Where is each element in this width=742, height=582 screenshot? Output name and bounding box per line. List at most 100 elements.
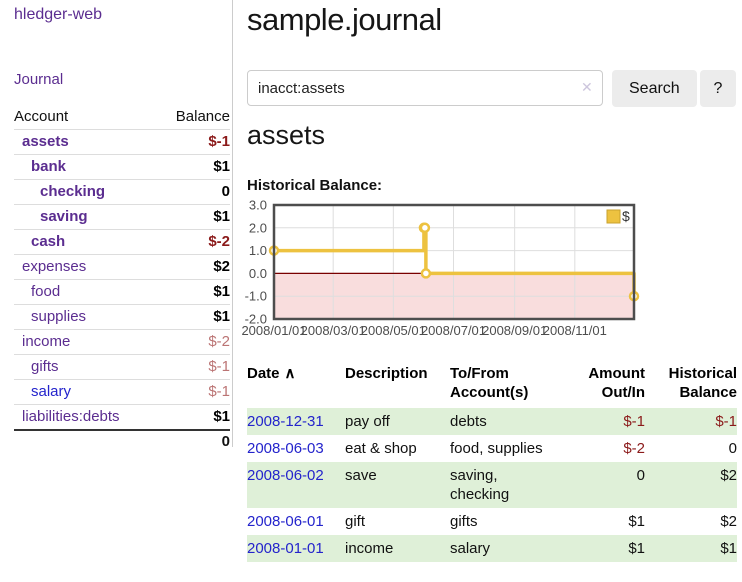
historical-balance-chart: $3.0 2.0 1.0 0.0 -1.0 -2.0 2008/01/01 2008/03/0… xyxy=(240,198,640,344)
transaction-accounts: gifts xyxy=(450,513,478,530)
account-row: cash $-2 xyxy=(14,229,230,254)
account-link-bank[interactable]: bank xyxy=(31,158,67,175)
account-heading: assets xyxy=(247,120,326,150)
svg-text:2008/01/01: 2008/01/01 xyxy=(241,323,306,338)
transaction-description: save xyxy=(345,467,377,484)
account-link-cash[interactable]: cash xyxy=(31,233,66,250)
transaction-date-link[interactable]: 2008-06-03 xyxy=(247,440,324,457)
account-balance: $-1 xyxy=(208,358,230,375)
transaction-accounts: debts xyxy=(450,413,487,430)
transaction-description: eat & shop xyxy=(345,440,417,457)
account-balance: $1 xyxy=(213,408,230,425)
account-link-income[interactable]: income xyxy=(22,333,71,350)
brand-link[interactable]: hledger-web xyxy=(14,6,103,23)
account-link-supplies[interactable]: supplies xyxy=(31,308,87,325)
svg-text:3.0: 3.0 xyxy=(249,198,267,213)
account-row: expenses $2 xyxy=(14,254,230,279)
transaction-balance: 0 xyxy=(728,440,737,457)
page-title: sample.journal xyxy=(247,2,442,37)
register-table: Date ∧ Description To/From Account(s) Amo… xyxy=(247,362,737,562)
transaction-accounts: food, supplies xyxy=(450,440,543,457)
transaction-amount: $1 xyxy=(628,540,645,557)
svg-text:2008/11/01: 2008/11/01 xyxy=(543,323,607,338)
chart-title: Historical Balance: xyxy=(247,177,383,194)
table-row: 2008-06-01 gift gifts $1 $2 xyxy=(247,508,737,535)
transaction-accounts: saving, checking xyxy=(450,467,510,503)
account-row: bank $1 xyxy=(14,154,230,179)
account-row: checking 0 xyxy=(14,179,230,204)
account-balance: $2 xyxy=(213,258,230,275)
svg-text:2008/03/01: 2008/03/01 xyxy=(301,323,366,338)
sort-ascending-icon: ∧ xyxy=(284,365,296,382)
transaction-amount: $-2 xyxy=(623,440,645,457)
table-row: 2008-12-31 pay off debts $-1 $-1 xyxy=(247,408,737,435)
transaction-amount: 0 xyxy=(636,467,645,484)
balance-column-header: Balance xyxy=(175,108,230,125)
transaction-description: pay off xyxy=(345,413,390,430)
transaction-date-link[interactable]: 2008-06-02 xyxy=(247,467,324,484)
account-tree: Account Balance assets $-1 bank $1 check… xyxy=(14,106,230,452)
account-row: income $-2 xyxy=(14,329,230,354)
account-row: liabilities:debts $1 xyxy=(14,404,230,429)
account-balance: $-2 xyxy=(208,333,230,350)
amount-column-header: Amount Out/In xyxy=(588,365,645,401)
account-balance: 0 xyxy=(221,183,230,200)
svg-text:1.0: 1.0 xyxy=(249,243,267,258)
transaction-balance: $2 xyxy=(720,513,737,530)
table-row: 2008-06-02 save saving, checking 0 $2 xyxy=(247,462,737,508)
balance-column-header: Historical Balance xyxy=(668,365,737,401)
svg-text:$: $ xyxy=(622,208,630,224)
account-row: food $1 xyxy=(14,279,230,304)
clear-search-icon[interactable]: ✕ xyxy=(581,79,593,95)
transaction-accounts: salary xyxy=(450,540,491,557)
account-link-expenses[interactable]: expenses xyxy=(22,258,87,275)
table-row: 2008-01-01 income salary $1 $1 xyxy=(247,535,737,562)
description-column-header: Description xyxy=(345,365,428,382)
transaction-balance: $1 xyxy=(720,540,737,557)
transaction-date-link[interactable]: 2008-01-01 xyxy=(247,540,324,557)
account-link-liabilities-debts[interactable]: liabilities:debts xyxy=(22,408,120,425)
accounts-total: 0 xyxy=(14,429,230,452)
svg-text:2008/07/01: 2008/07/01 xyxy=(421,323,486,338)
register-header-row: Date ∧ Description To/From Account(s) Amo… xyxy=(247,362,737,408)
svg-text:0.0: 0.0 xyxy=(249,266,267,281)
transaction-description: income xyxy=(345,540,394,557)
account-balance: $1 xyxy=(213,208,230,225)
account-balance: $-2 xyxy=(208,233,230,250)
account-balance: $1 xyxy=(213,308,230,325)
account-balance: $-1 xyxy=(208,133,230,150)
account-column-header: Account xyxy=(14,108,69,125)
transaction-date-link[interactable]: 2008-12-31 xyxy=(247,413,324,430)
transaction-amount: $-1 xyxy=(623,413,645,430)
transaction-balance: $-1 xyxy=(715,413,737,430)
account-link-saving[interactable]: saving xyxy=(40,208,88,225)
account-row: gifts $-1 xyxy=(14,354,230,379)
help-button[interactable]: ? xyxy=(700,70,736,107)
transaction-balance: $2 xyxy=(720,467,737,484)
account-link-food[interactable]: food xyxy=(31,283,61,300)
chart-canvas: $3.0 2.0 1.0 0.0 -1.0 -2.02008/01/012008/03/0… xyxy=(241,198,640,338)
account-link-salary[interactable]: salary xyxy=(31,383,72,400)
account-row: supplies $1 xyxy=(14,304,230,329)
sidebar-item-journal[interactable]: Journal xyxy=(14,71,64,88)
account-link-gifts[interactable]: gifts xyxy=(31,358,59,375)
account-tree-header: Account Balance xyxy=(14,106,230,129)
svg-text:2008/09/01: 2008/09/01 xyxy=(482,323,547,338)
date-column-header[interactable]: Date ∧ xyxy=(247,365,296,382)
svg-text:-1.0: -1.0 xyxy=(245,289,267,304)
accounts-column-header: To/From Account(s) xyxy=(450,365,529,401)
account-link-checking[interactable]: checking xyxy=(40,183,106,200)
transaction-description: gift xyxy=(345,513,366,530)
svg-text:2008/05/01: 2008/05/01 xyxy=(361,323,426,338)
account-balance: $1 xyxy=(213,158,230,175)
transaction-date-link[interactable]: 2008-06-01 xyxy=(247,513,324,530)
svg-text:-2.0: -2.0 xyxy=(245,312,267,327)
search-button[interactable]: Search xyxy=(612,70,697,107)
table-row: 2008-06-03 eat & shop food, supplies $-2… xyxy=(247,435,737,462)
search-input[interactable] xyxy=(247,70,603,106)
account-balance: $1 xyxy=(213,283,230,300)
transaction-amount: $1 xyxy=(628,513,645,530)
account-balance: $-1 xyxy=(208,383,230,400)
sidebar: hledger-web Journal Account Balance asse… xyxy=(0,0,233,450)
account-link-assets[interactable]: assets xyxy=(22,133,69,150)
